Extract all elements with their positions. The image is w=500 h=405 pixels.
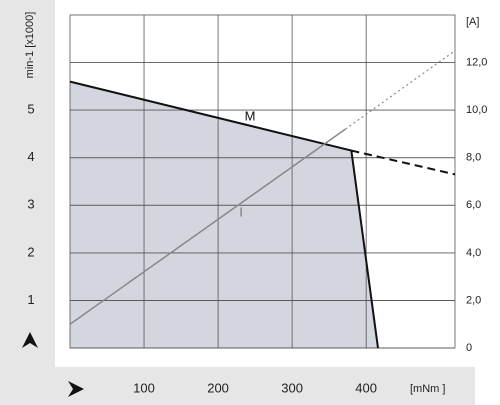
y-tick-label: 3 — [27, 197, 34, 212]
y2-tick-label: 8,0 — [466, 152, 481, 164]
y-arrow — [22, 332, 38, 348]
x-tick-label: 300 — [281, 380, 303, 395]
x-tick-label: 100 — [133, 380, 155, 395]
y2-tick-label: 12,0 — [466, 56, 487, 68]
x-axis-label: [mNm ] — [410, 383, 445, 395]
y-tick-label: 1 — [27, 292, 34, 307]
x-tick-label: 400 — [355, 380, 377, 395]
x-tick-label: 200 — [207, 380, 229, 395]
series-label: I — [239, 204, 243, 219]
plot-border — [69, 14, 456, 349]
bottom-panel — [0, 367, 475, 405]
y-tick-label: 4 — [27, 149, 34, 164]
y-tick-label: 5 — [27, 102, 34, 117]
y2-tick-label: 6,0 — [466, 199, 481, 211]
series-line — [69, 80, 379, 349]
series-line — [69, 128, 346, 325]
series-label: M — [245, 108, 256, 123]
y-axis-label: min-1 [x1000] — [24, 12, 36, 79]
y-tick-label: 2 — [27, 244, 34, 259]
x-arrow — [68, 381, 84, 397]
series-line — [351, 149, 456, 176]
y2-tick-label: 2,0 — [466, 294, 481, 306]
y2-tick-label: 10,0 — [466, 104, 487, 116]
y2-tick-label: 4,0 — [466, 247, 481, 259]
y2-tick-label: 0 — [466, 342, 472, 354]
y2-axis-label: [A] — [466, 16, 479, 28]
